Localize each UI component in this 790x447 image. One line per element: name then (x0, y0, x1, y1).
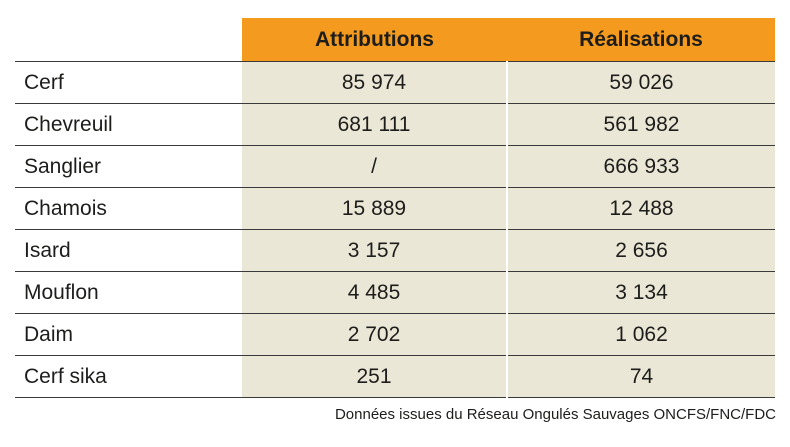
attributions-value: / (242, 145, 508, 188)
attributions-value: 681 111 (242, 103, 508, 146)
table-row: Cerf 85 974 59 026 (15, 61, 775, 104)
attributions-value: 85 974 (242, 61, 508, 104)
species-label: Sanglier (15, 145, 242, 188)
table-header-row: Attributions Réalisations (15, 18, 775, 62)
attributions-value: 15 889 (242, 187, 508, 230)
realisations-value: 59 026 (507, 61, 775, 104)
table-row: Chevreuil 681 111 561 982 (15, 103, 775, 146)
harvest-table-container: Attributions Réalisations Cerf 85 974 59… (15, 18, 775, 398)
attributions-value: 2 702 (242, 313, 508, 356)
table-row: Cerf sika 251 74 (15, 355, 775, 398)
realisations-value: 3 134 (507, 271, 775, 314)
species-label: Mouflon (15, 271, 242, 314)
species-label: Chamois (15, 187, 242, 230)
table-row: Isard 3 157 2 656 (15, 229, 775, 272)
realisations-value: 666 933 (507, 145, 775, 188)
realisations-value: 2 656 (507, 229, 775, 272)
species-label: Isard (15, 229, 242, 272)
table-row: Chamois 15 889 12 488 (15, 187, 775, 230)
species-label: Chevreuil (15, 103, 242, 146)
realisations-value: 74 (507, 355, 775, 398)
table-row: Daim 2 702 1 062 (15, 313, 775, 356)
realisations-value: 1 062 (507, 313, 775, 356)
attributions-value: 251 (242, 355, 508, 398)
column-header-realisations: Réalisations (507, 18, 775, 62)
species-label: Cerf (15, 61, 242, 104)
column-header-attributions: Attributions (242, 18, 507, 62)
harvest-table: Attributions Réalisations Cerf 85 974 59… (15, 18, 775, 398)
header-blank-cell (15, 18, 242, 62)
source-note: Données issues du Réseau Ongulés Sauvage… (334, 406, 776, 423)
realisations-value: 12 488 (507, 187, 775, 230)
table-row: Sanglier / 666 933 (15, 145, 775, 188)
species-label: Cerf sika (15, 355, 242, 398)
attributions-value: 3 157 (242, 229, 508, 272)
species-label: Daim (15, 313, 242, 356)
table-row: Mouflon 4 485 3 134 (15, 271, 775, 314)
attributions-value: 4 485 (242, 271, 508, 314)
realisations-value: 561 982 (507, 103, 775, 146)
